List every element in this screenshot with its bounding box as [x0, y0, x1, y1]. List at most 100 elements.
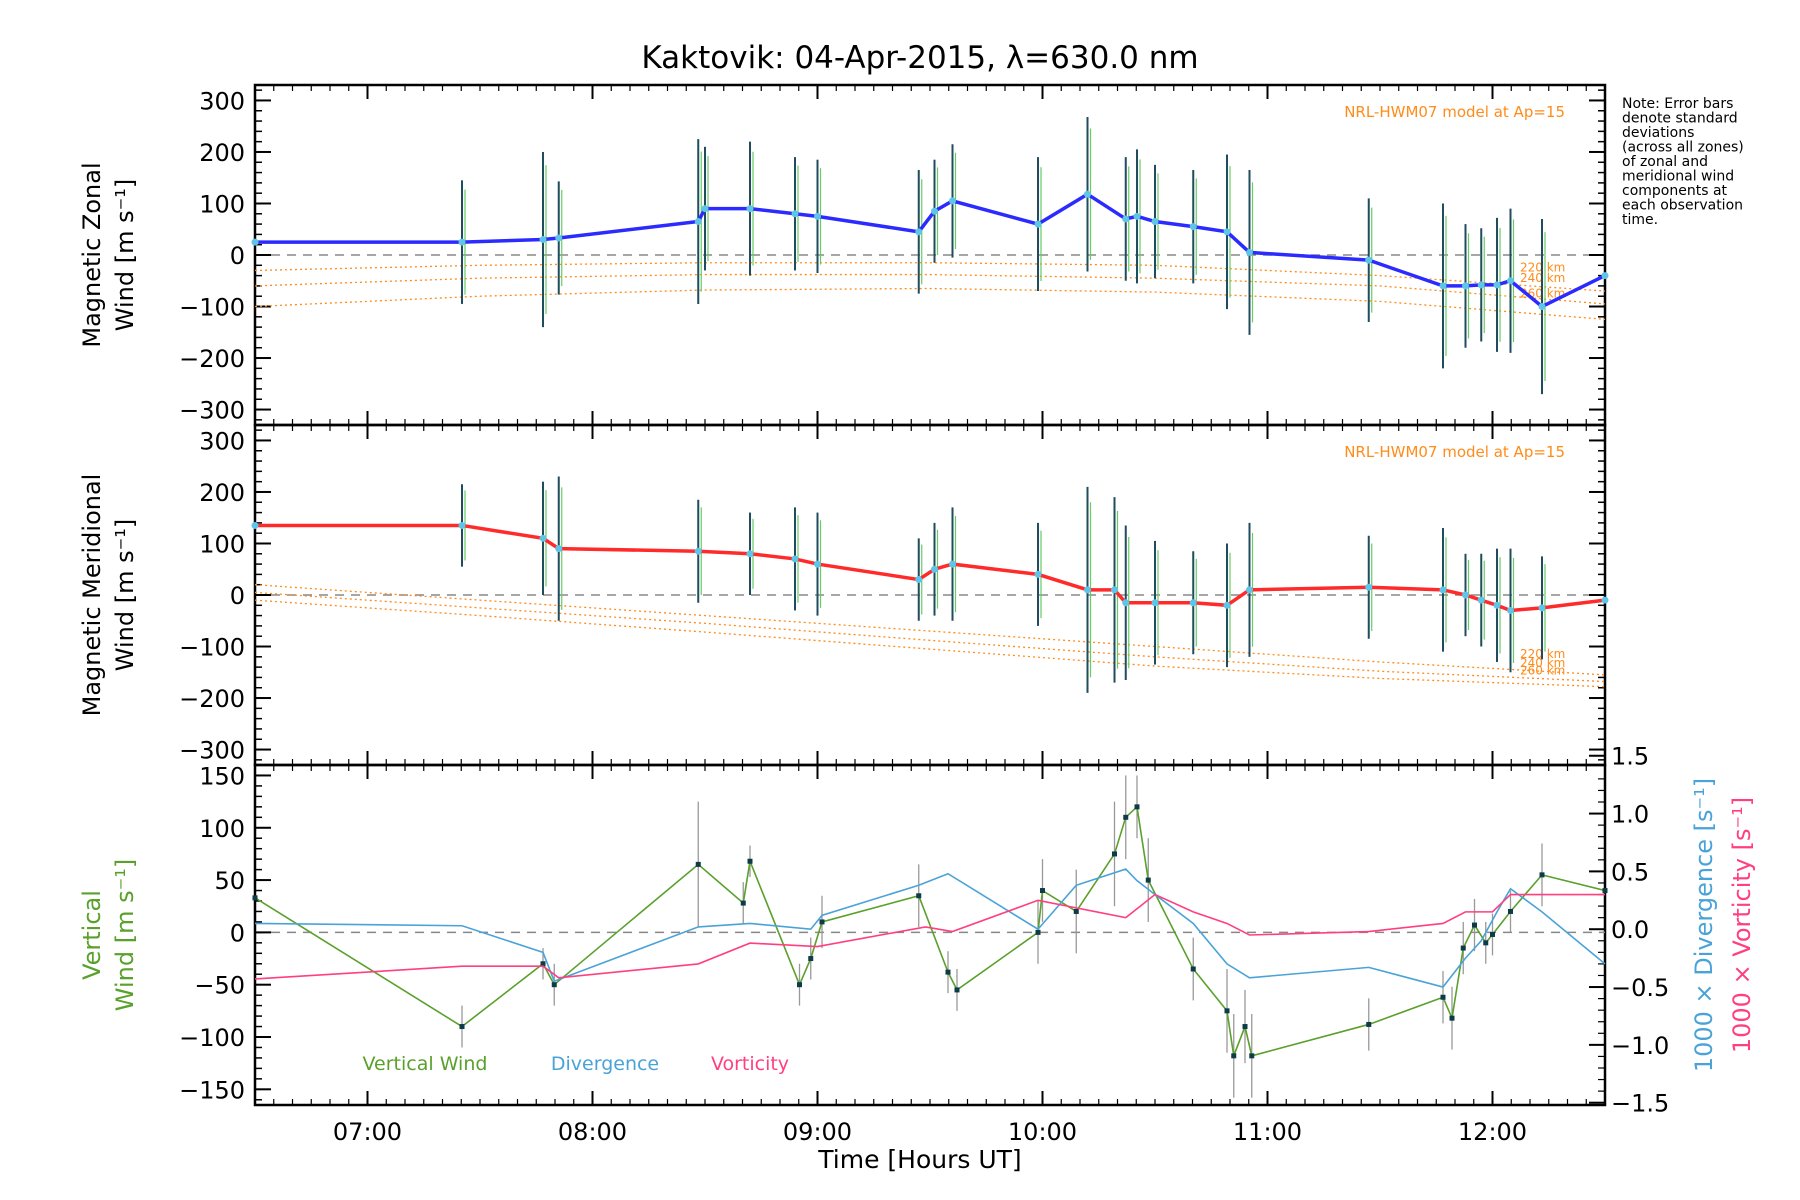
vertical-wind-point [916, 893, 922, 899]
x-tick-label: 08:00 [558, 1118, 627, 1146]
y-tick-label: −300 [179, 397, 245, 425]
model-height-label: 240 km [1520, 656, 1565, 670]
vertical-wind-point [252, 895, 258, 901]
y2-tick-label: −0.5 [1611, 974, 1669, 1002]
legend-item: Vertical Wind [363, 1053, 488, 1075]
vertical-wind-point [747, 858, 753, 864]
vertical-wind-point [1508, 908, 1513, 914]
legend-item: Divergence [551, 1053, 659, 1075]
y-axis-label: Wind [m s⁻¹] [111, 519, 139, 671]
wind-point [701, 205, 709, 213]
wind-point [1084, 586, 1091, 594]
wind-point [1034, 220, 1042, 228]
wind-point [1507, 606, 1514, 614]
y-axis-label: Magnetic Zonal [78, 162, 106, 347]
note-line: Note: Error bars [1622, 96, 1733, 112]
wind-point [1246, 586, 1253, 594]
wind-point [1462, 282, 1469, 290]
wind-point [694, 547, 702, 555]
wind-point [1477, 596, 1485, 604]
y2-tick-label: 1.0 [1611, 801, 1649, 829]
wind-point [251, 238, 259, 246]
y2-tick-label: −1.5 [1611, 1090, 1669, 1118]
wind-point [791, 555, 799, 563]
vertical-wind-point [808, 956, 814, 962]
y2-axis-label-vorticity: 1000 × Vorticity [s⁻¹] [1728, 797, 1756, 1053]
x-axis-ticks: 07:00 08:00 09:00 10:00 11:00 12:00 [333, 1118, 1527, 1146]
x-tick-label: 09:00 [783, 1118, 852, 1146]
vertical-wind-point [1366, 1021, 1372, 1027]
note-line: meridional wind [1622, 169, 1734, 185]
wind-point [931, 565, 938, 573]
y-tick-label: −100 [179, 634, 245, 662]
wind-point [694, 218, 702, 226]
y-tick-label: 0 [230, 242, 245, 270]
wind-point [791, 210, 799, 218]
y2-tick-label: 1.5 [1611, 743, 1649, 771]
model-height-label: 260 km [1520, 663, 1565, 677]
vertical-wind-point [1539, 872, 1545, 878]
y-tick-label: −200 [179, 345, 245, 373]
y-tick-label: 100 [199, 190, 245, 218]
y-tick-label: −150 [179, 1076, 245, 1104]
vertical-wind-point [1242, 1024, 1248, 1030]
wind-point [746, 205, 754, 213]
vertical-wind-point [1123, 814, 1129, 820]
wind-point [1477, 281, 1485, 289]
note-line: (across all zones) [1622, 140, 1744, 156]
vertical-wind-point [1602, 888, 1608, 894]
y-axis-label: Magnetic Meridional [78, 474, 106, 717]
y2-axis-label-divergence: 1000 × Divergence [s⁻¹] [1690, 778, 1718, 1072]
wind-point [949, 197, 956, 205]
wind-point [1439, 586, 1447, 594]
vertical-wind-point [1040, 888, 1045, 894]
wind-point [1189, 599, 1197, 607]
wind-point [814, 212, 821, 220]
wind-point [931, 207, 938, 215]
y-tick-label: 300 [199, 427, 245, 455]
vertical-wind-point [1490, 931, 1495, 937]
wind-point [555, 545, 563, 553]
x-tick-label: 12:00 [1458, 1118, 1527, 1146]
y2-tick-label: 0.5 [1611, 858, 1649, 886]
vertical-wind-point [954, 987, 960, 993]
x-tick-label: 10:00 [1008, 1118, 1077, 1146]
wind-point [814, 560, 821, 568]
wind-point [1365, 256, 1373, 264]
wind-point [1151, 599, 1159, 607]
vertical-wind-point [1472, 922, 1477, 928]
wind-point [1493, 601, 1501, 609]
wind-point [1439, 282, 1447, 290]
wind-point [1122, 599, 1130, 607]
y-tick-label: −300 [179, 737, 245, 765]
series-line [254, 868, 1606, 988]
model-annotation: NRL-HWM07 model at Ap=15 [1344, 443, 1565, 461]
wind-point [1223, 228, 1231, 236]
figure-title: Kaktovik: 04-Apr-2015, λ=630.0 nm [641, 40, 1198, 76]
vertical-wind-point [1112, 851, 1117, 857]
y-tick-label: −100 [179, 1024, 245, 1052]
x-tick-label: 07:00 [333, 1118, 402, 1146]
vertical-wind-point [695, 861, 701, 867]
wind-point [949, 560, 956, 568]
panel-zonal: 300 200 100 0 −100 −200 −300 Magnetic Zonal Wind… [78, 83, 1609, 427]
y-tick-label: 50 [214, 867, 245, 895]
wind-point [1507, 277, 1514, 285]
y-axis-label: Wind [m s⁻¹] [111, 179, 139, 331]
model-curve [254, 599, 1606, 688]
vertical-wind-point [459, 1024, 465, 1030]
wind-point [1601, 596, 1609, 604]
model-annotation: NRL-HWM07 model at Ap=15 [1344, 103, 1565, 121]
y-tick-label: −200 [179, 685, 245, 713]
vertical-wind-point [740, 900, 746, 906]
wind-point [1462, 591, 1469, 599]
y-tick-label: 0 [230, 582, 245, 610]
legend-item: Vorticity [711, 1053, 789, 1075]
vertical-wind-point [1190, 966, 1196, 972]
y-tick-label: 300 [199, 87, 245, 115]
vertical-wind-point [1249, 1053, 1255, 1059]
wind-point [746, 550, 754, 558]
vertical-wind-point [1449, 1015, 1455, 1021]
